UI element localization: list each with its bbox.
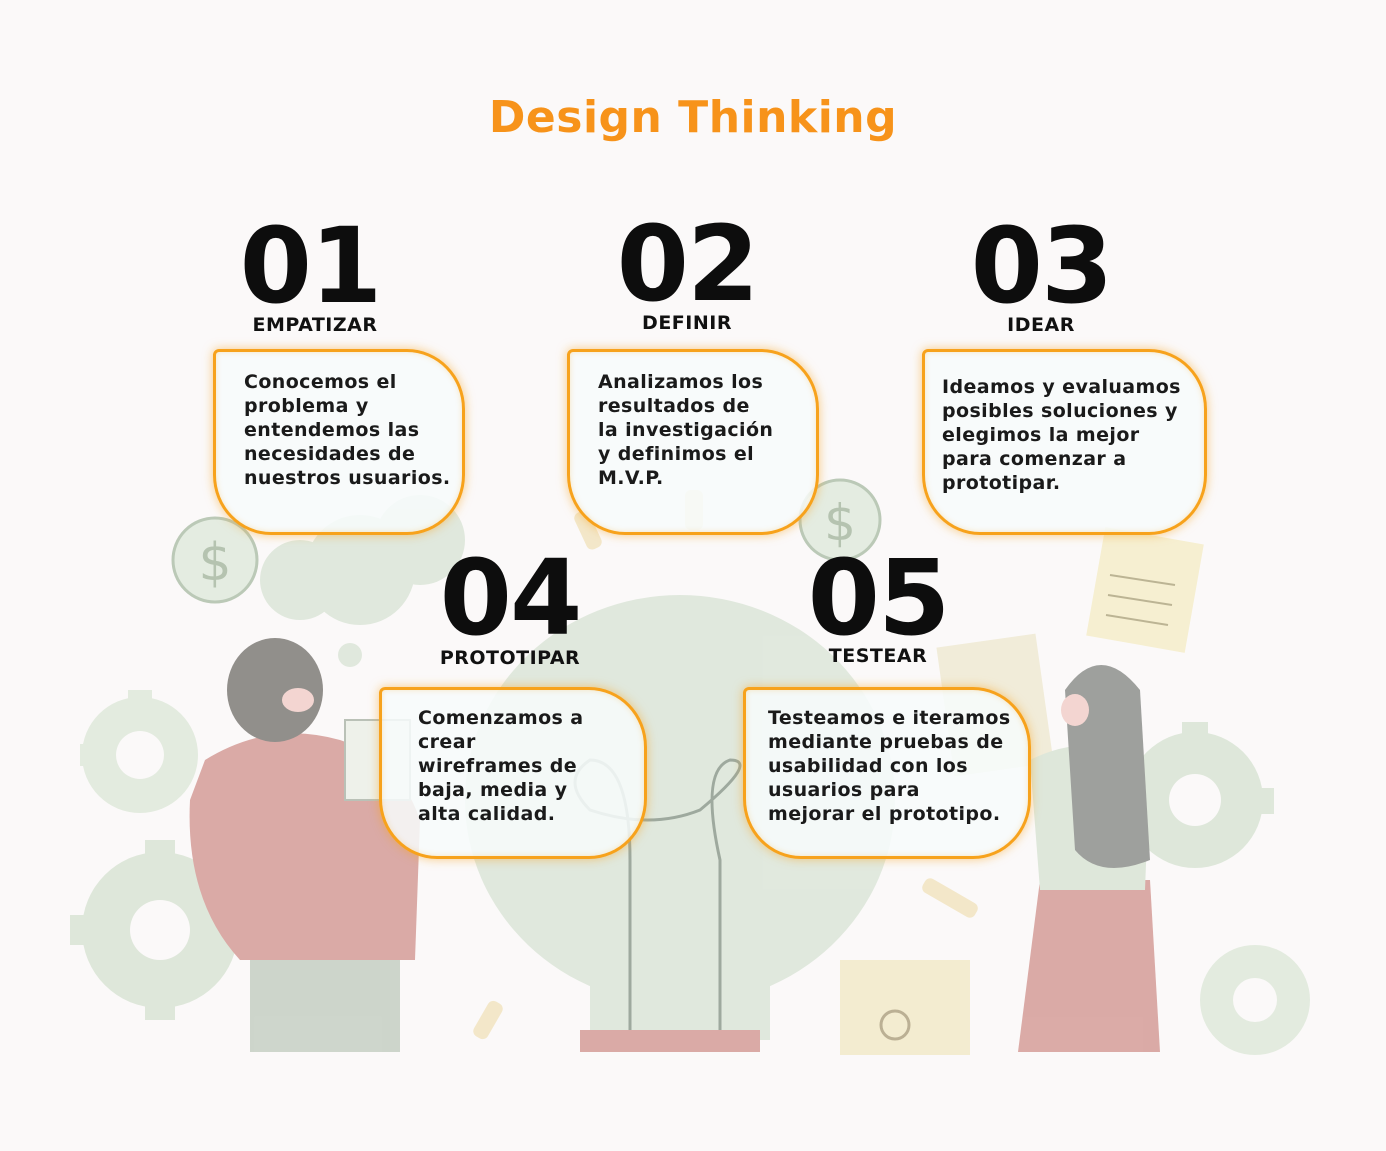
step-description: Conocemos el problema y entendemos las n… (244, 371, 451, 489)
step-description: Ideamos y evaluamos posibles soluciones … (942, 376, 1181, 494)
step-label: DEFINIR (642, 312, 732, 334)
step-number: 05 (807, 537, 951, 659)
woman-illustration (1018, 665, 1160, 1052)
step-number: 02 (616, 203, 760, 325)
step-card (213, 349, 465, 535)
gear-icon (1200, 945, 1310, 1055)
notepad-illustration (1086, 527, 1204, 653)
page-title: Design Thinking (488, 92, 898, 143)
dollar-coin-icon: $ (171, 516, 259, 604)
gear-icon (80, 690, 198, 813)
step-label: TESTEAR (828, 645, 928, 667)
step-description: Comenzamos a crear wireframes de baja, m… (418, 707, 584, 825)
step-number: 04 (439, 537, 583, 659)
step-card (922, 349, 1207, 535)
dollar-coin-icon: $ (798, 478, 882, 562)
man-illustration (189, 638, 420, 1052)
step-number: 03 (970, 205, 1114, 327)
step-card (567, 349, 819, 535)
step-number: 01 (239, 205, 383, 327)
step-description: Testeamos e iteramos mediante pruebas de… (768, 707, 1011, 825)
step-card (743, 687, 1031, 859)
step-label: PROTOTIPAR (439, 647, 581, 669)
step-label: EMPATIZAR (252, 314, 378, 336)
svg-text:$: $ (198, 533, 231, 593)
step-card (379, 687, 647, 859)
svg-text:$: $ (824, 494, 856, 552)
gear-icon (1127, 722, 1274, 868)
step-label: IDEAR (1007, 314, 1075, 336)
step-description: Analizamos los resultados de la investig… (598, 371, 774, 489)
